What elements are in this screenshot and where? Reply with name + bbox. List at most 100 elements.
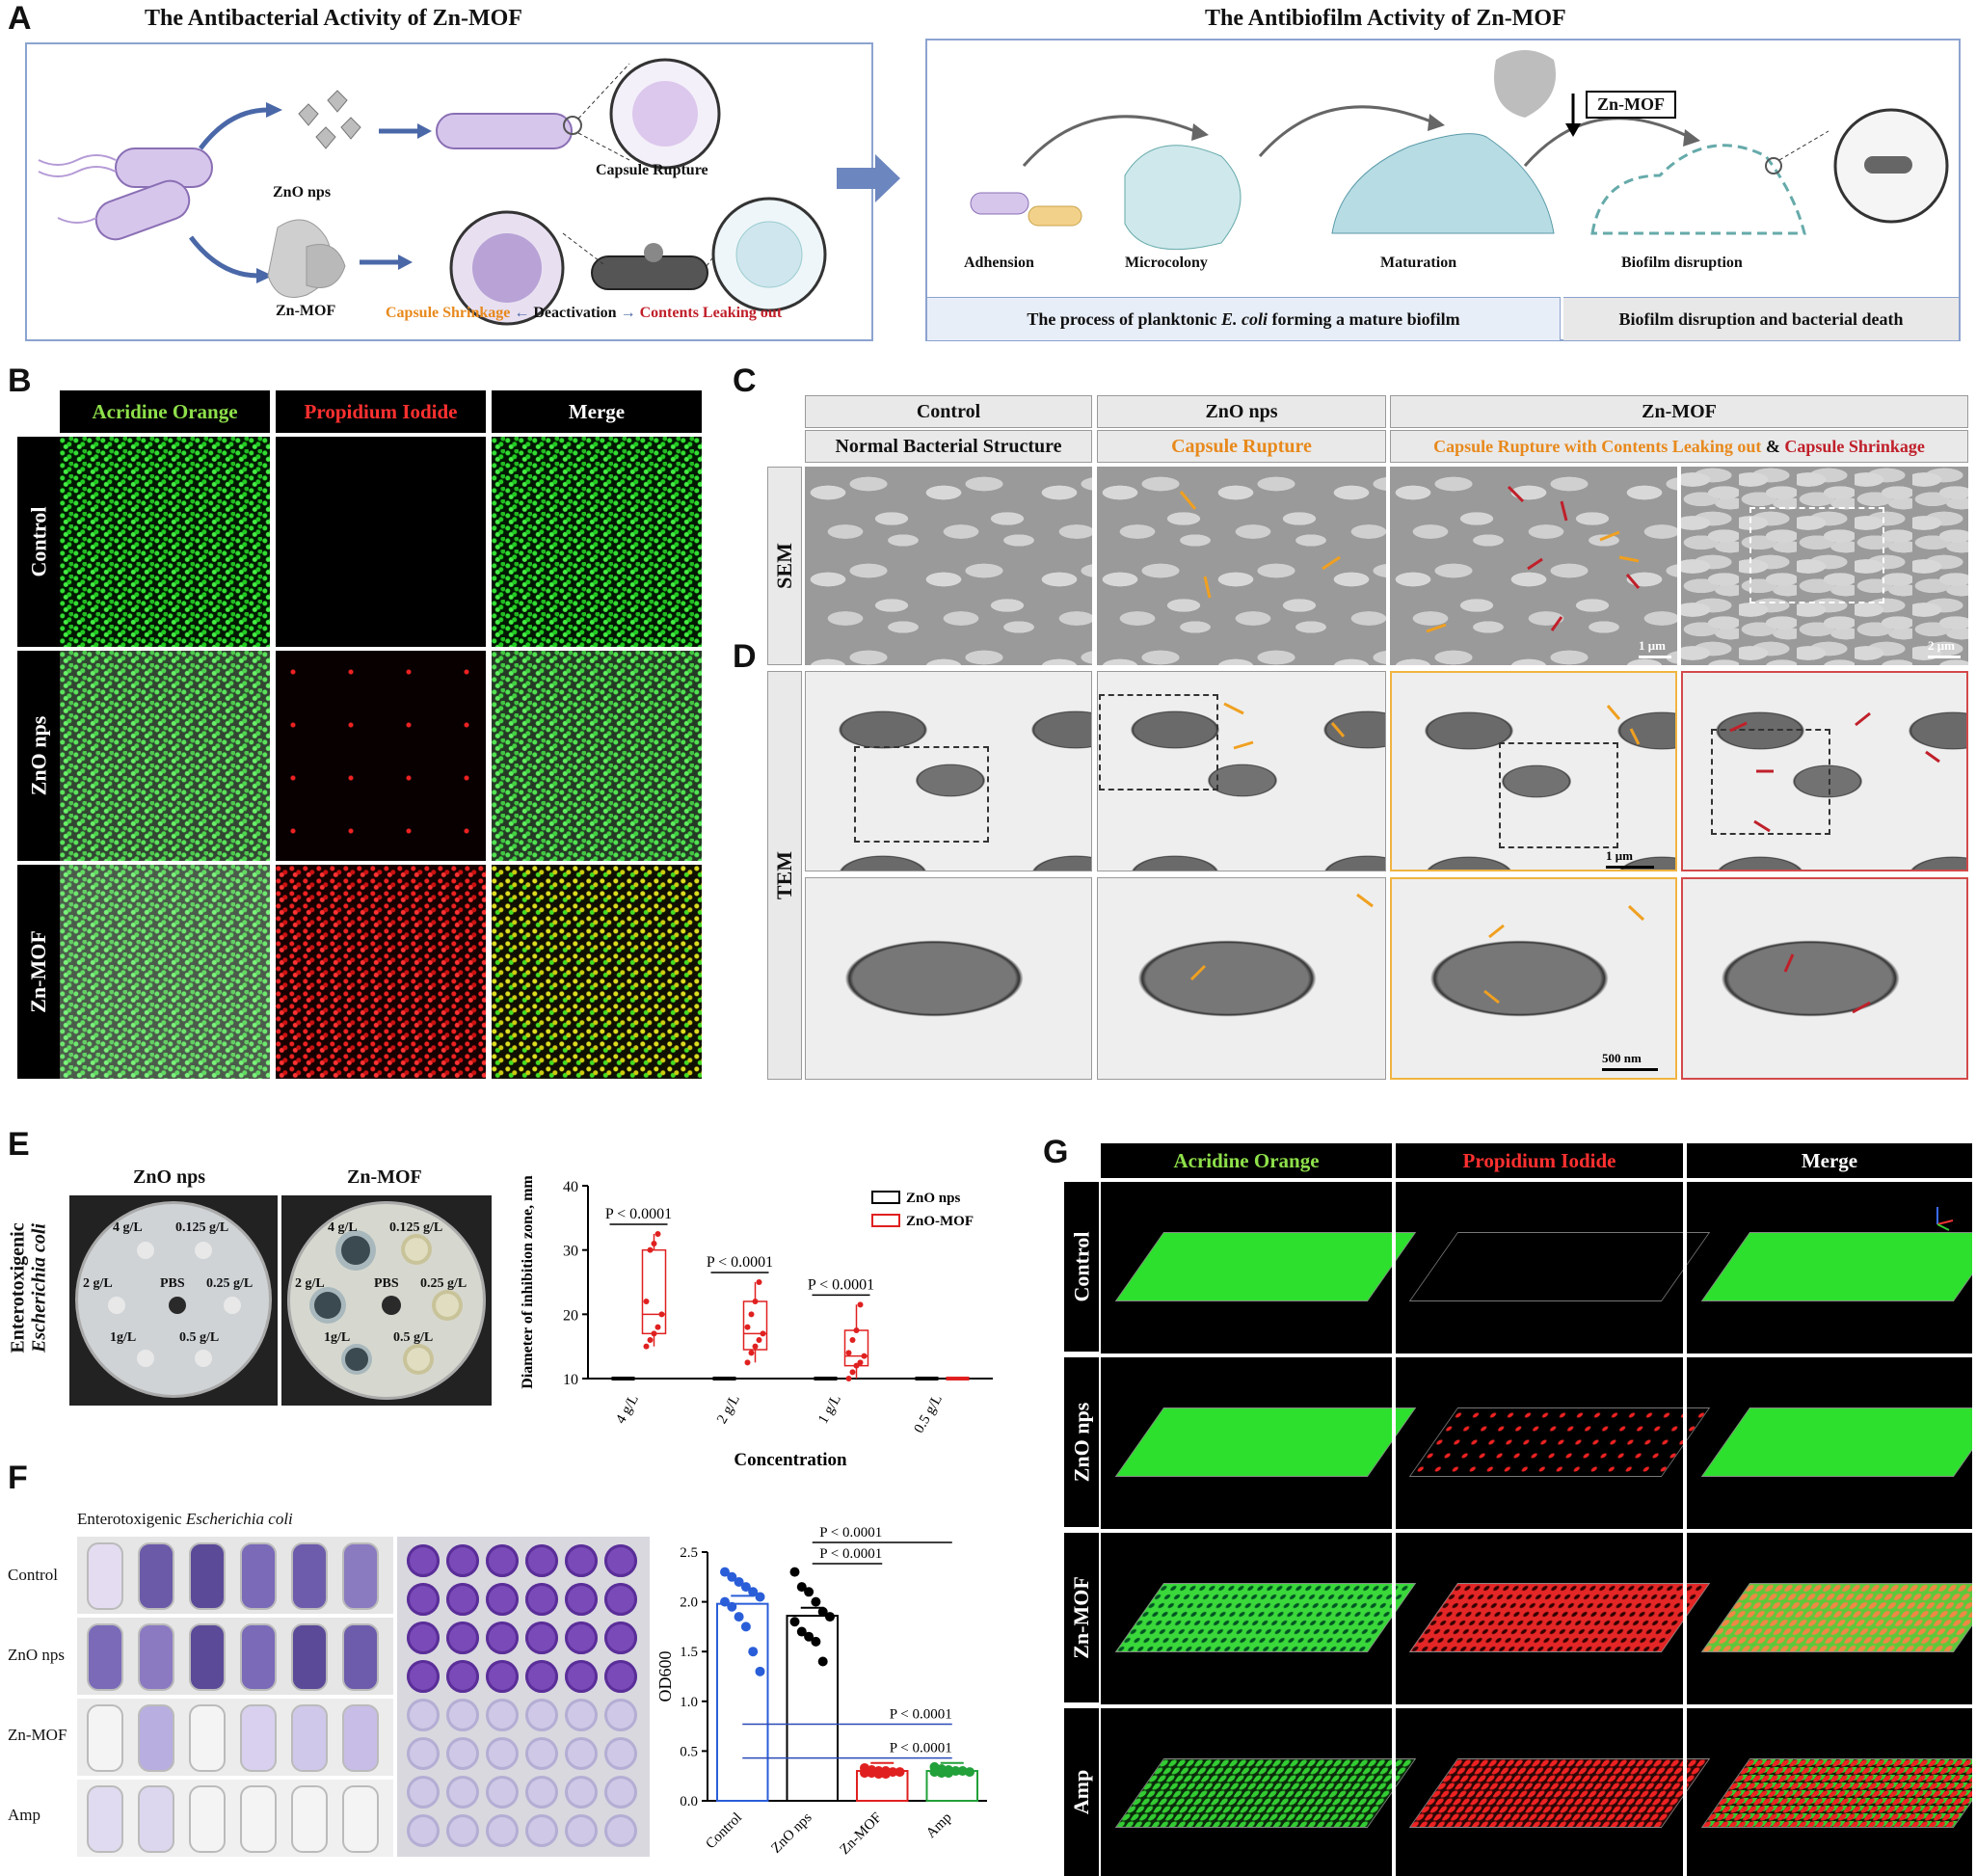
well-label: 2 g/L — [83, 1276, 113, 1291]
box — [946, 1377, 970, 1380]
zn-mof-sheet-icon — [1494, 50, 1556, 118]
row-label: ZnO nps — [8, 1646, 66, 1664]
data-point — [744, 1359, 751, 1366]
plate-well — [407, 1776, 440, 1809]
group-header: Zn-MOF — [1390, 395, 1968, 428]
tube — [87, 1785, 123, 1853]
row-label: Control — [1064, 1182, 1099, 1352]
panel-label-d: D — [733, 638, 757, 675]
data-point — [789, 1567, 800, 1577]
well-label: 0.125 g/L — [175, 1220, 229, 1235]
plate-well — [407, 1660, 440, 1693]
p-value-label: P < 0.0001 — [890, 1741, 952, 1756]
fluorescence-image — [276, 651, 486, 861]
tube — [138, 1542, 174, 1610]
data-point — [849, 1337, 856, 1343]
plate-well — [604, 1776, 637, 1809]
box — [641, 1248, 667, 1335]
plate-well — [604, 1814, 637, 1847]
row-label: ZnO nps — [17, 651, 60, 861]
data-point — [752, 1299, 759, 1304]
mature-biofilm-icon — [1331, 133, 1555, 234]
tube-row-zno — [77, 1618, 393, 1695]
row-label: Control — [17, 437, 60, 647]
tube — [87, 1623, 123, 1691]
well-label: 0.25 g/L — [420, 1276, 467, 1291]
well-label: 0.5 g/L — [393, 1330, 434, 1345]
y-tick-label: 1.0 — [680, 1695, 698, 1710]
zoom-region — [854, 746, 989, 843]
footer-right: Biofilm disruption and bacterial death — [1563, 297, 1959, 340]
sub-header: Capsule Rupture with Contents Leaking ou… — [1390, 430, 1968, 463]
plate-well — [604, 1583, 637, 1616]
y-tick-label: 1.5 — [680, 1645, 698, 1660]
group-header: Control — [805, 395, 1092, 428]
well — [137, 1350, 154, 1367]
plate-well — [525, 1814, 558, 1847]
tube — [291, 1704, 328, 1772]
data-point — [734, 1576, 744, 1587]
data-point — [740, 1582, 751, 1593]
well-label: 0.125 g/L — [389, 1220, 443, 1235]
well — [108, 1297, 125, 1314]
tube-row-control — [77, 1537, 393, 1614]
divider — [1101, 1529, 1972, 1533]
tube — [342, 1785, 379, 1853]
row-label: Amp — [8, 1806, 40, 1824]
column-header: Acridine Orange — [1101, 1143, 1392, 1178]
plate-well — [446, 1583, 479, 1616]
stage-label: Maturation — [1380, 255, 1457, 271]
tube — [240, 1704, 277, 1772]
data-point — [811, 1596, 821, 1607]
y-tick-label: 0.5 — [680, 1744, 698, 1759]
tube — [342, 1623, 379, 1691]
plate-well — [486, 1583, 519, 1616]
data-point — [651, 1241, 657, 1246]
fluorescence-image — [492, 437, 702, 647]
plate-well — [565, 1737, 598, 1770]
plate-well — [446, 1621, 479, 1654]
tem-image — [1390, 671, 1677, 871]
od600-bar-chart: 0.0 0.5 1.0 1.5 2.0 2.5 OD600 Control ZnO nps Zn-… — [655, 1525, 987, 1859]
tube — [240, 1623, 277, 1691]
data-point — [825, 1612, 835, 1622]
tube — [342, 1542, 379, 1610]
data-point — [936, 1768, 947, 1779]
data-point — [744, 1324, 751, 1330]
data-point — [853, 1362, 860, 1369]
data-point — [748, 1311, 755, 1318]
divider — [1101, 1353, 1972, 1357]
data-point — [789, 1617, 800, 1627]
plate-well — [525, 1621, 558, 1654]
x-axis-label: Concentration — [734, 1450, 847, 1470]
box — [611, 1377, 635, 1380]
data-point — [861, 1353, 868, 1359]
plate-photo-zno: 4 g/L 0.125 g/L 2 g/L PBS 0.25 g/L 1g/L … — [69, 1195, 278, 1406]
contents-leaking-label: Contents Leaking out — [639, 305, 783, 321]
antibacterial-schematic — [38, 58, 827, 326]
sub-header: Capsule Rupture — [1097, 430, 1386, 463]
data-point — [720, 1567, 730, 1577]
plate-well — [604, 1660, 637, 1693]
plate-well — [565, 1814, 598, 1847]
data-point — [755, 1666, 765, 1676]
x-tick-label: Zn-MOF — [837, 1810, 885, 1859]
left-arrow-icon: ← — [514, 305, 530, 321]
axes-triad-icon — [1936, 1207, 1954, 1231]
data-point — [748, 1350, 755, 1356]
tube — [240, 1785, 277, 1853]
data-point — [756, 1279, 762, 1285]
fluorescence-image — [492, 865, 702, 1079]
fluorescence-image — [60, 437, 270, 647]
data-point — [643, 1343, 650, 1350]
plate-well — [446, 1544, 479, 1577]
plate-well — [486, 1660, 519, 1693]
stage-label: Biofilm disruption — [1621, 255, 1743, 271]
biofilm-3d-render — [1114, 1583, 1417, 1652]
y-tick-label: 10 — [563, 1372, 578, 1388]
plate-well — [446, 1660, 479, 1693]
stage-label: Microcolony — [1125, 255, 1208, 271]
legend-swatch — [871, 1214, 900, 1227]
data-point — [643, 1299, 650, 1304]
data-point — [857, 1359, 864, 1366]
